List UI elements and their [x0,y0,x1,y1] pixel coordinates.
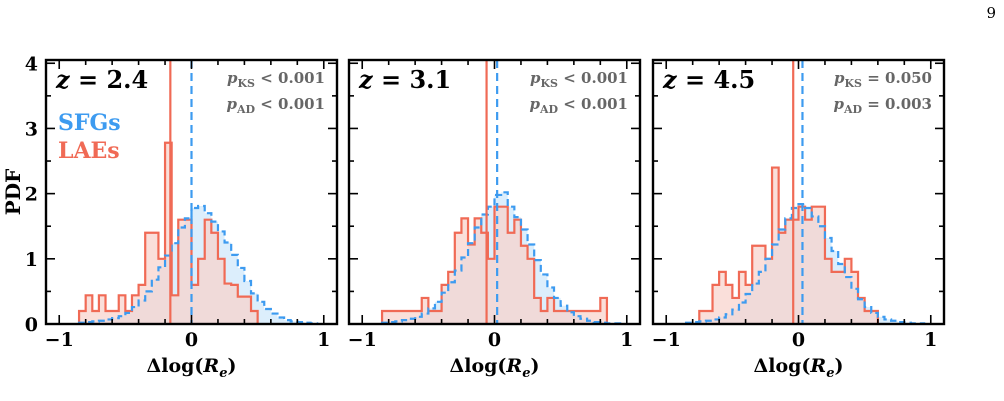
stat-ks: pKS < 0.001 [530,69,628,90]
x-tick-label: 0 [185,329,198,351]
stat-ks: pKS = 0.050 [834,69,932,90]
x-tick-label: −1 [348,329,377,351]
x-tick-label: 1 [317,329,330,351]
y-tick-label: 2 [25,184,38,206]
x-axis-label: Δlog(Re) [147,355,237,381]
lae-hist-fill [382,206,607,324]
x-axis-label: Δlog(Re) [754,355,844,381]
lae-hist-line [77,141,259,324]
y-axis-label: PDF [1,169,25,216]
stat-ad: pAD < 0.001 [529,95,628,116]
redshift-label: z = 2.4 [55,65,148,94]
legend-sfgs: SFGs [58,110,121,136]
page-number: 9 [986,4,996,22]
y-tick-label: 1 [25,249,38,271]
y-tick-label: 3 [25,118,38,140]
x-tick-label: 0 [792,329,805,351]
x-tick-label: 0 [488,329,501,351]
panel-3: −1 0 1 Δlog(Re) z = 4.5 pKS = 0.050 pAD = 0.00… [652,58,946,381]
x-tick-label: −1 [652,329,681,351]
plot-area [77,60,319,324]
stat-ad: pAD = 0.003 [833,95,932,116]
plot-area [684,60,926,324]
legend-laes: LAEs [58,138,120,164]
x-tick-label: 1 [924,329,937,351]
stat-ks: pKS < 0.001 [227,69,325,90]
lae-hist-fill [699,167,878,324]
sfg-hist-line [684,202,926,324]
stat-ad: pAD < 0.001 [226,95,325,116]
panel-1: −1 0 1 0 1 2 3 4 Δlog(Re) z = 2.4 pKS < 0.001 pAD <… [1,53,339,381]
redshift-label: z = 4.5 [662,65,755,94]
x-tick-label: 1 [620,329,633,351]
y-tick-label: 0 [25,314,38,336]
x-tick-label: −1 [45,329,74,351]
sfg-hist-line [77,204,319,324]
plot-area [380,60,622,324]
x-axis-label: Δlog(Re) [450,355,540,381]
sfg-hist-line [380,191,622,324]
y-tick-label: 4 [25,53,38,75]
redshift-label: z = 3.1 [358,65,451,94]
lae-hist-fill [79,142,258,324]
panel-2: −1 0 1 Δlog(Re) z = 3.1 pKS < 0.001 pAD < 0.00… [348,58,642,381]
lae-hist-line [698,166,879,324]
lae-hist-line [380,205,609,324]
